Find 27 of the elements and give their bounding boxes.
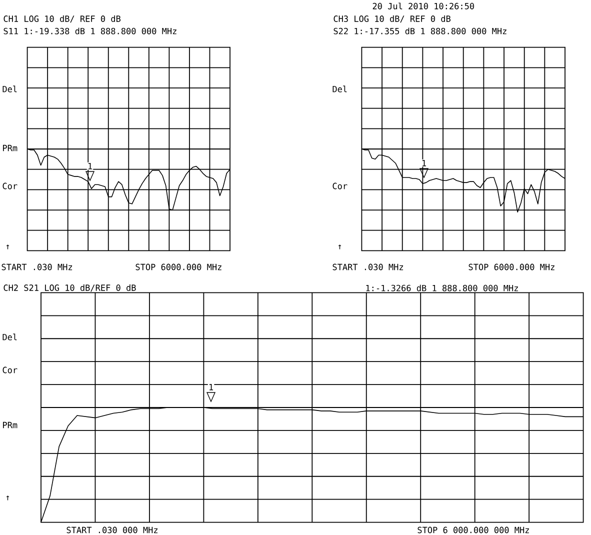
text: START .030 MHz: [332, 264, 404, 270]
text: STOP 6000.000 MHz: [136, 264, 222, 270]
chart-title: CH2 S21 LOG 10 dB/REF 0 dB: [4, 284, 136, 292]
annotation: 1: [88, 162, 92, 170]
chart-title: CH3 LOG 10 dB/ REF 0 dB: [334, 15, 450, 23]
text: START .030 MHz: [2, 264, 72, 270]
text: PRm: [3, 422, 18, 428]
text: Cor: [2, 366, 18, 374]
text: Cor: [332, 182, 348, 190]
text: START .030 000 MHz: [66, 526, 158, 534]
chart-subtitle: S22 1:-17.355 dB 1 888.800 000 MHz: [334, 28, 506, 34]
text: Del: [332, 86, 347, 92]
text: Del: [2, 334, 17, 340]
chart-subtitle: S11 1:-19.338 dB 1 888.800 000 MHz: [4, 28, 176, 34]
text: ↑: [6, 496, 10, 500]
text: PRm: [3, 144, 18, 152]
text: STOP 6000.000 MHz: [468, 264, 554, 270]
chart-subtitle: 1:-1.3266 dB 1 888.800 000 MHz: [366, 284, 518, 292]
text: ↑: [6, 244, 10, 250]
annotation: 1: [422, 160, 426, 166]
text: ↑: [338, 244, 342, 250]
text: Del: [2, 86, 17, 92]
text: 20 Jul 2010 10:26:50: [372, 2, 474, 10]
text: 1: [209, 384, 214, 390]
text: Cor: [2, 182, 18, 190]
text: STOP 6 000.000 000 MHz: [418, 526, 529, 534]
chart-title: CH1 LOG 10 dB/ REF 0 dB: [4, 15, 120, 23]
